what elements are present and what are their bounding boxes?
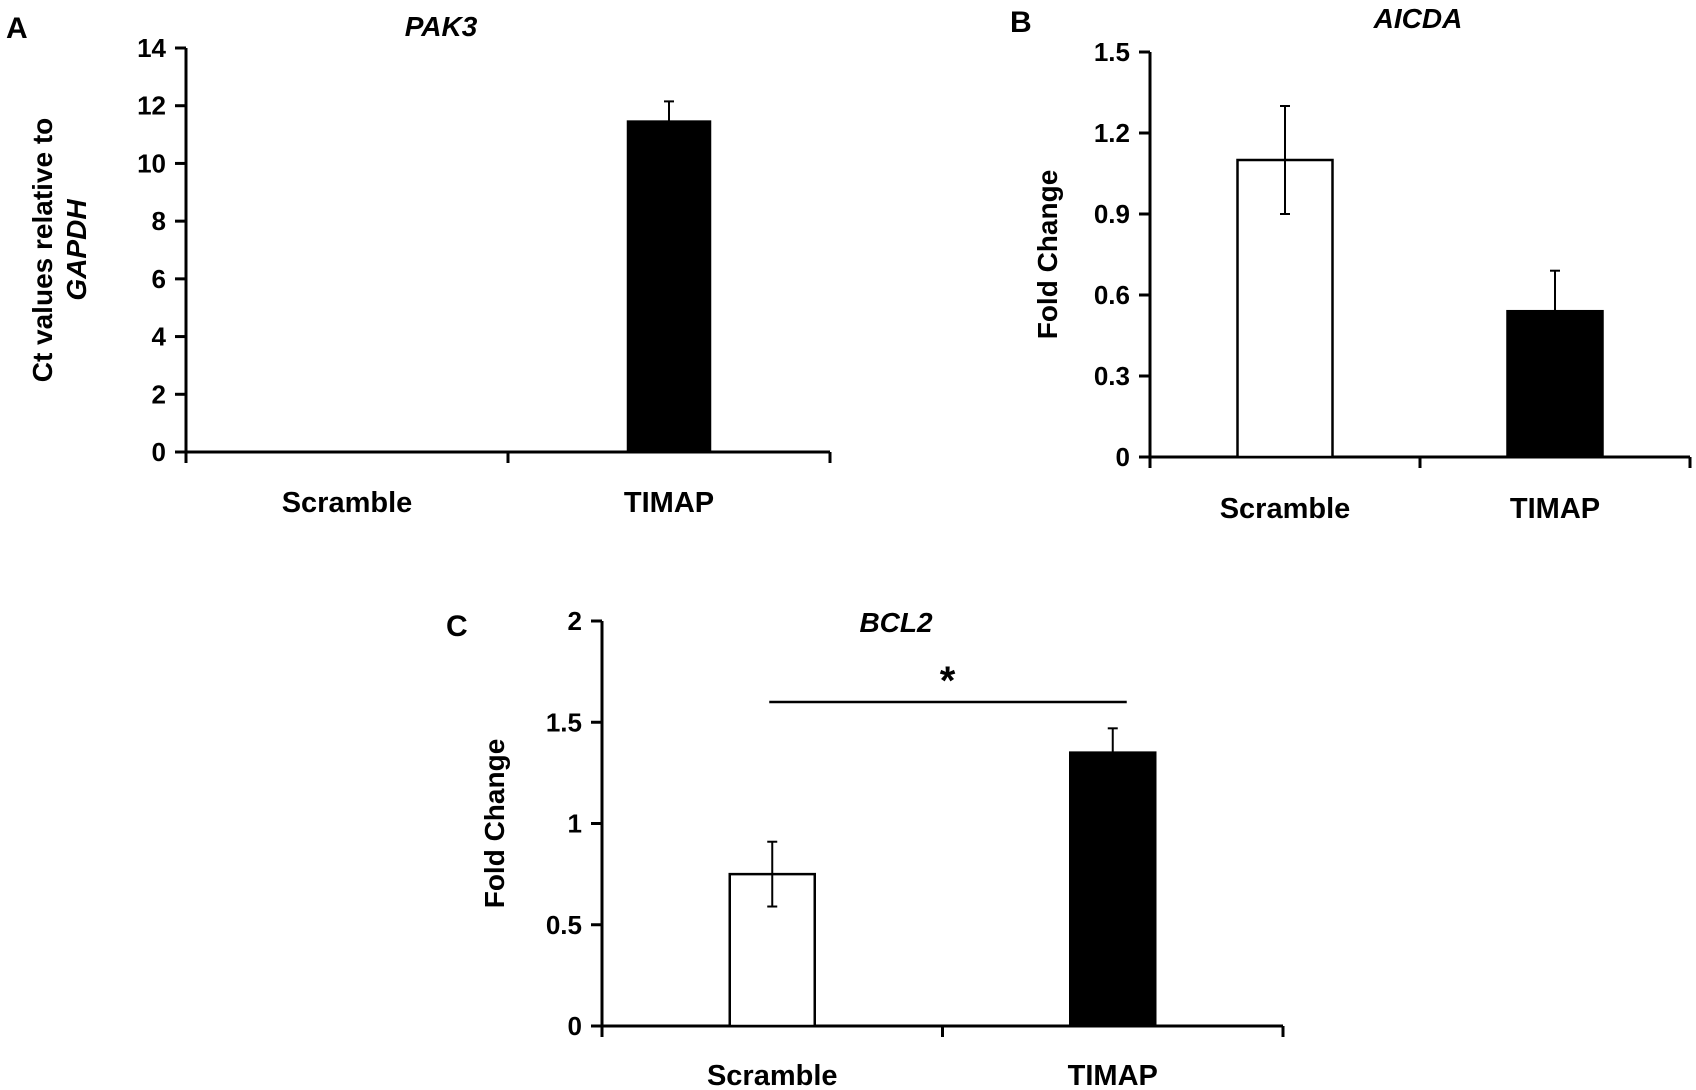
panel-letter: B <box>1010 6 1032 39</box>
category-label: TIMAP <box>624 487 714 519</box>
category-label: Scramble <box>1220 493 1351 525</box>
y-tick-label: 2 <box>152 379 166 409</box>
y-tick-label: 2 <box>568 606 582 636</box>
panel-letter: A <box>6 12 28 45</box>
chart-title: BCL2 <box>859 607 933 638</box>
chart-title: PAK3 <box>405 11 478 42</box>
y-tick-label: 8 <box>152 206 166 236</box>
y-tick-label: 10 <box>137 148 166 178</box>
y-tick-label: 0 <box>152 437 166 467</box>
y-axis-label-line2: GAPDH <box>61 199 92 301</box>
y-tick-label: 14 <box>137 33 166 63</box>
y-tick-label: 1.5 <box>546 707 582 737</box>
y-tick-label: 1 <box>568 809 582 839</box>
y-axis-label: Fold Change <box>1032 170 1063 340</box>
y-axis-label: Ct values relative to GAPDH <box>27 118 92 383</box>
category-label: Scramble <box>282 487 413 519</box>
chart-title: AICDA <box>1373 3 1463 34</box>
y-tick-label: 6 <box>152 264 166 294</box>
category-label: Scramble <box>707 1060 838 1090</box>
chart-panel-b: B AICDA Fold Change 0 0.3 0.6 0.9 1.2 1.5 Scrambl… <box>1010 3 1692 525</box>
y-tick-label: 0.3 <box>1094 361 1130 391</box>
y-tick-label: 12 <box>137 91 166 121</box>
y-axis-label-line1: Ct values relative to <box>27 118 58 383</box>
y-tick-label: 1.5 <box>1094 37 1130 67</box>
y-tick-label: 0 <box>568 1011 582 1041</box>
y-tick-label: 4 <box>152 322 167 352</box>
category-label: TIMAP <box>1510 493 1600 525</box>
chart-panel-a: A PAK3 Ct values relative to GAPDH 0 2 4 6 8 10 12… <box>6 11 832 519</box>
y-tick-label: 0 <box>1116 442 1130 472</box>
panel-letter: C <box>446 610 468 643</box>
y-tick-label: 0.6 <box>1094 280 1130 310</box>
significance-star: * <box>940 659 956 703</box>
bar-timap <box>1069 751 1157 1028</box>
bar-timap <box>626 120 712 454</box>
category-label: TIMAP <box>1068 1060 1158 1090</box>
y-tick-label: 0.5 <box>546 910 582 940</box>
y-axis-label: Fold Change <box>479 739 510 909</box>
y-tick-label: 1.2 <box>1094 118 1130 148</box>
y-tick-label: 0.9 <box>1094 199 1130 229</box>
chart-panel-c: C BCL2 Fold Change 0 0.5 1 1.5 2 Scramble TIMAP * <box>446 606 1285 1090</box>
